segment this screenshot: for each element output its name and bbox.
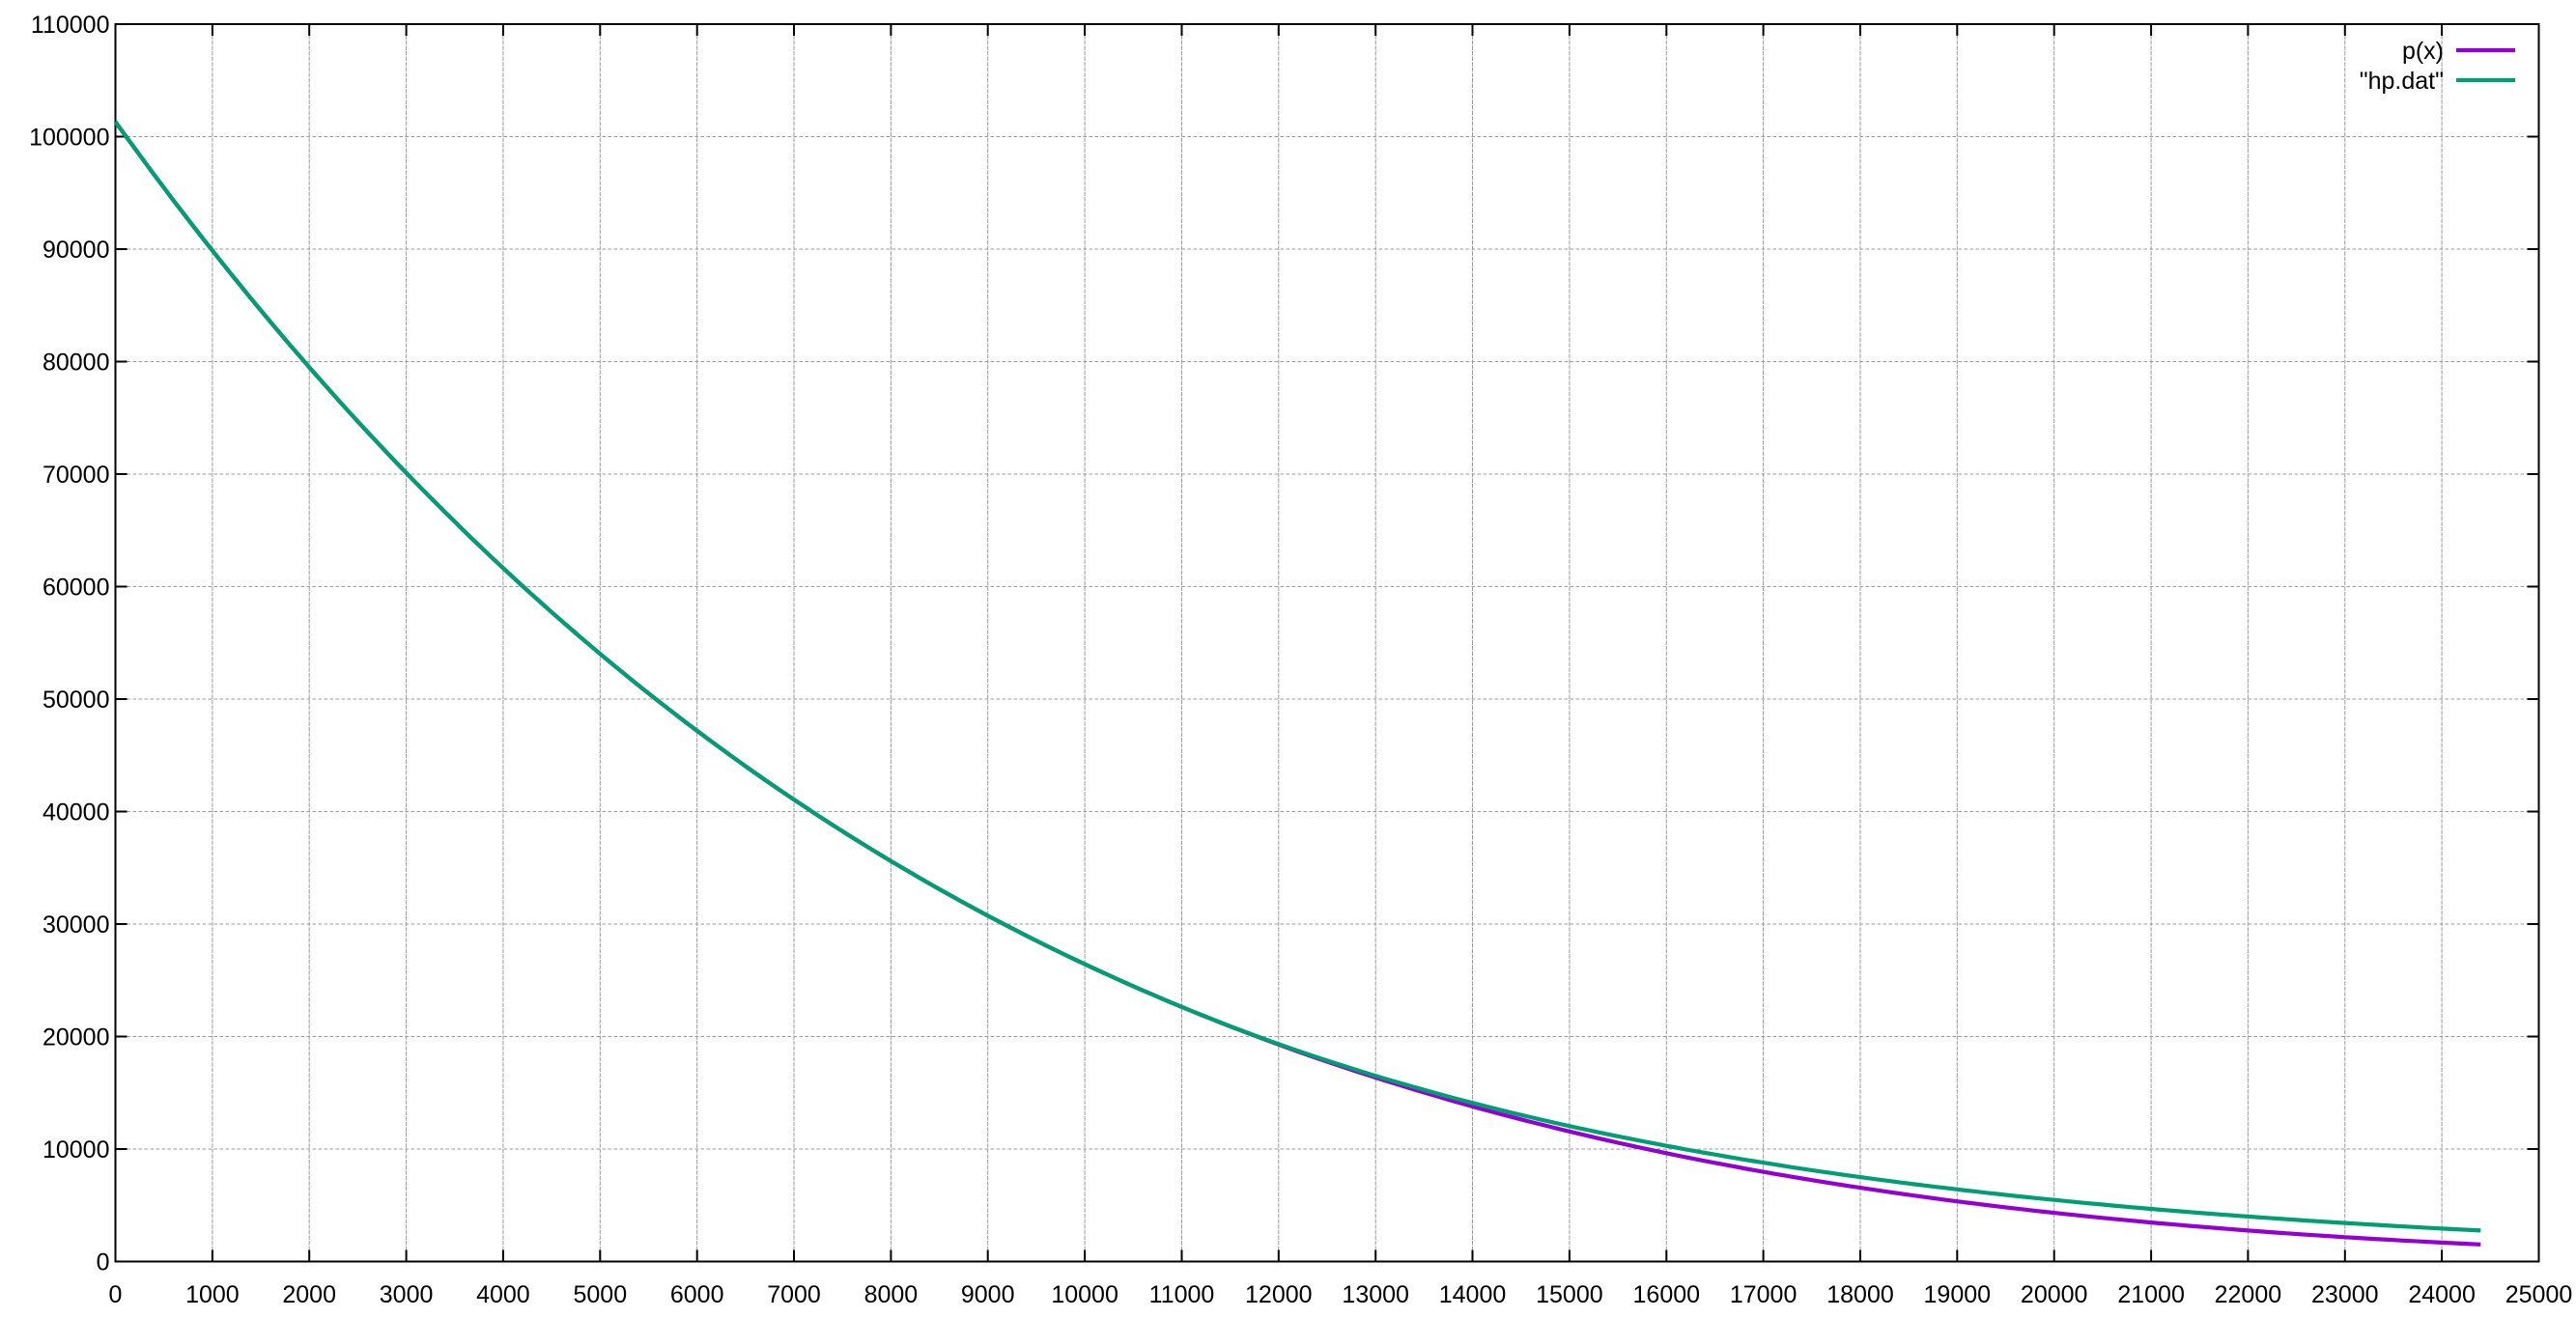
svg-text:90000: 90000 xyxy=(42,237,110,264)
svg-text:70000: 70000 xyxy=(42,462,110,489)
svg-text:80000: 80000 xyxy=(42,349,110,376)
svg-text:8000: 8000 xyxy=(864,1281,919,1308)
svg-text:7000: 7000 xyxy=(767,1281,821,1308)
svg-text:25000: 25000 xyxy=(2505,1281,2573,1308)
svg-text:17000: 17000 xyxy=(1730,1281,1798,1308)
svg-text:15000: 15000 xyxy=(1536,1281,1603,1308)
svg-text:6000: 6000 xyxy=(670,1281,724,1308)
svg-text:16000: 16000 xyxy=(1633,1281,1701,1308)
svg-text:40000: 40000 xyxy=(42,799,110,826)
svg-text:0: 0 xyxy=(97,1248,110,1276)
svg-text:1000: 1000 xyxy=(185,1281,240,1308)
svg-text:p(x): p(x) xyxy=(2402,38,2444,65)
svg-text:19000: 19000 xyxy=(1924,1281,1992,1308)
svg-text:10000: 10000 xyxy=(1051,1281,1118,1308)
svg-text:110000: 110000 xyxy=(31,12,110,39)
svg-text:9000: 9000 xyxy=(961,1281,1015,1308)
svg-text:12000: 12000 xyxy=(1245,1281,1313,1308)
svg-text:20000: 20000 xyxy=(42,1024,110,1051)
svg-text:100000: 100000 xyxy=(29,124,109,151)
svg-text:"hp.dat": "hp.dat" xyxy=(2360,68,2444,95)
svg-text:2000: 2000 xyxy=(282,1281,336,1308)
svg-text:18000: 18000 xyxy=(1826,1281,1894,1308)
svg-text:3000: 3000 xyxy=(380,1281,434,1308)
svg-text:24000: 24000 xyxy=(2408,1281,2476,1308)
svg-text:11000: 11000 xyxy=(1149,1281,1215,1308)
svg-text:14000: 14000 xyxy=(1439,1281,1507,1308)
svg-text:13000: 13000 xyxy=(1342,1281,1409,1308)
svg-text:20000: 20000 xyxy=(2021,1281,2088,1308)
svg-text:5000: 5000 xyxy=(573,1281,627,1308)
svg-text:23000: 23000 xyxy=(2311,1281,2379,1308)
svg-text:22000: 22000 xyxy=(2215,1281,2282,1308)
svg-text:60000: 60000 xyxy=(42,574,110,601)
svg-text:4000: 4000 xyxy=(476,1281,530,1308)
svg-text:0: 0 xyxy=(109,1281,123,1308)
svg-text:30000: 30000 xyxy=(42,911,110,939)
svg-text:50000: 50000 xyxy=(42,687,110,714)
svg-text:10000: 10000 xyxy=(42,1136,110,1164)
svg-text:21000: 21000 xyxy=(2117,1281,2185,1308)
